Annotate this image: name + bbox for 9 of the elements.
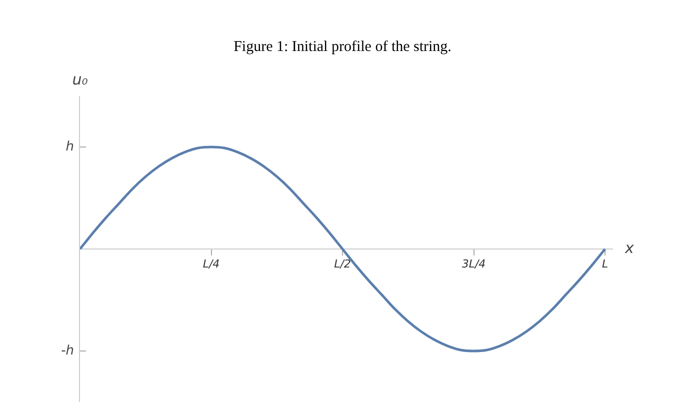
text: -h [61,343,74,358]
text: h [66,139,74,154]
x-tick-label: 3L/4 [462,257,486,270]
y-axis-title: u₀ [72,70,88,88]
x-axis-title: x [624,238,634,257]
x-tick-label: L/2 [334,257,351,270]
x-tick-label: L/4 [202,257,220,270]
x-tick-label: L [602,257,608,270]
chart-title: Figure 1: Initial profile of the string. [234,38,452,55]
